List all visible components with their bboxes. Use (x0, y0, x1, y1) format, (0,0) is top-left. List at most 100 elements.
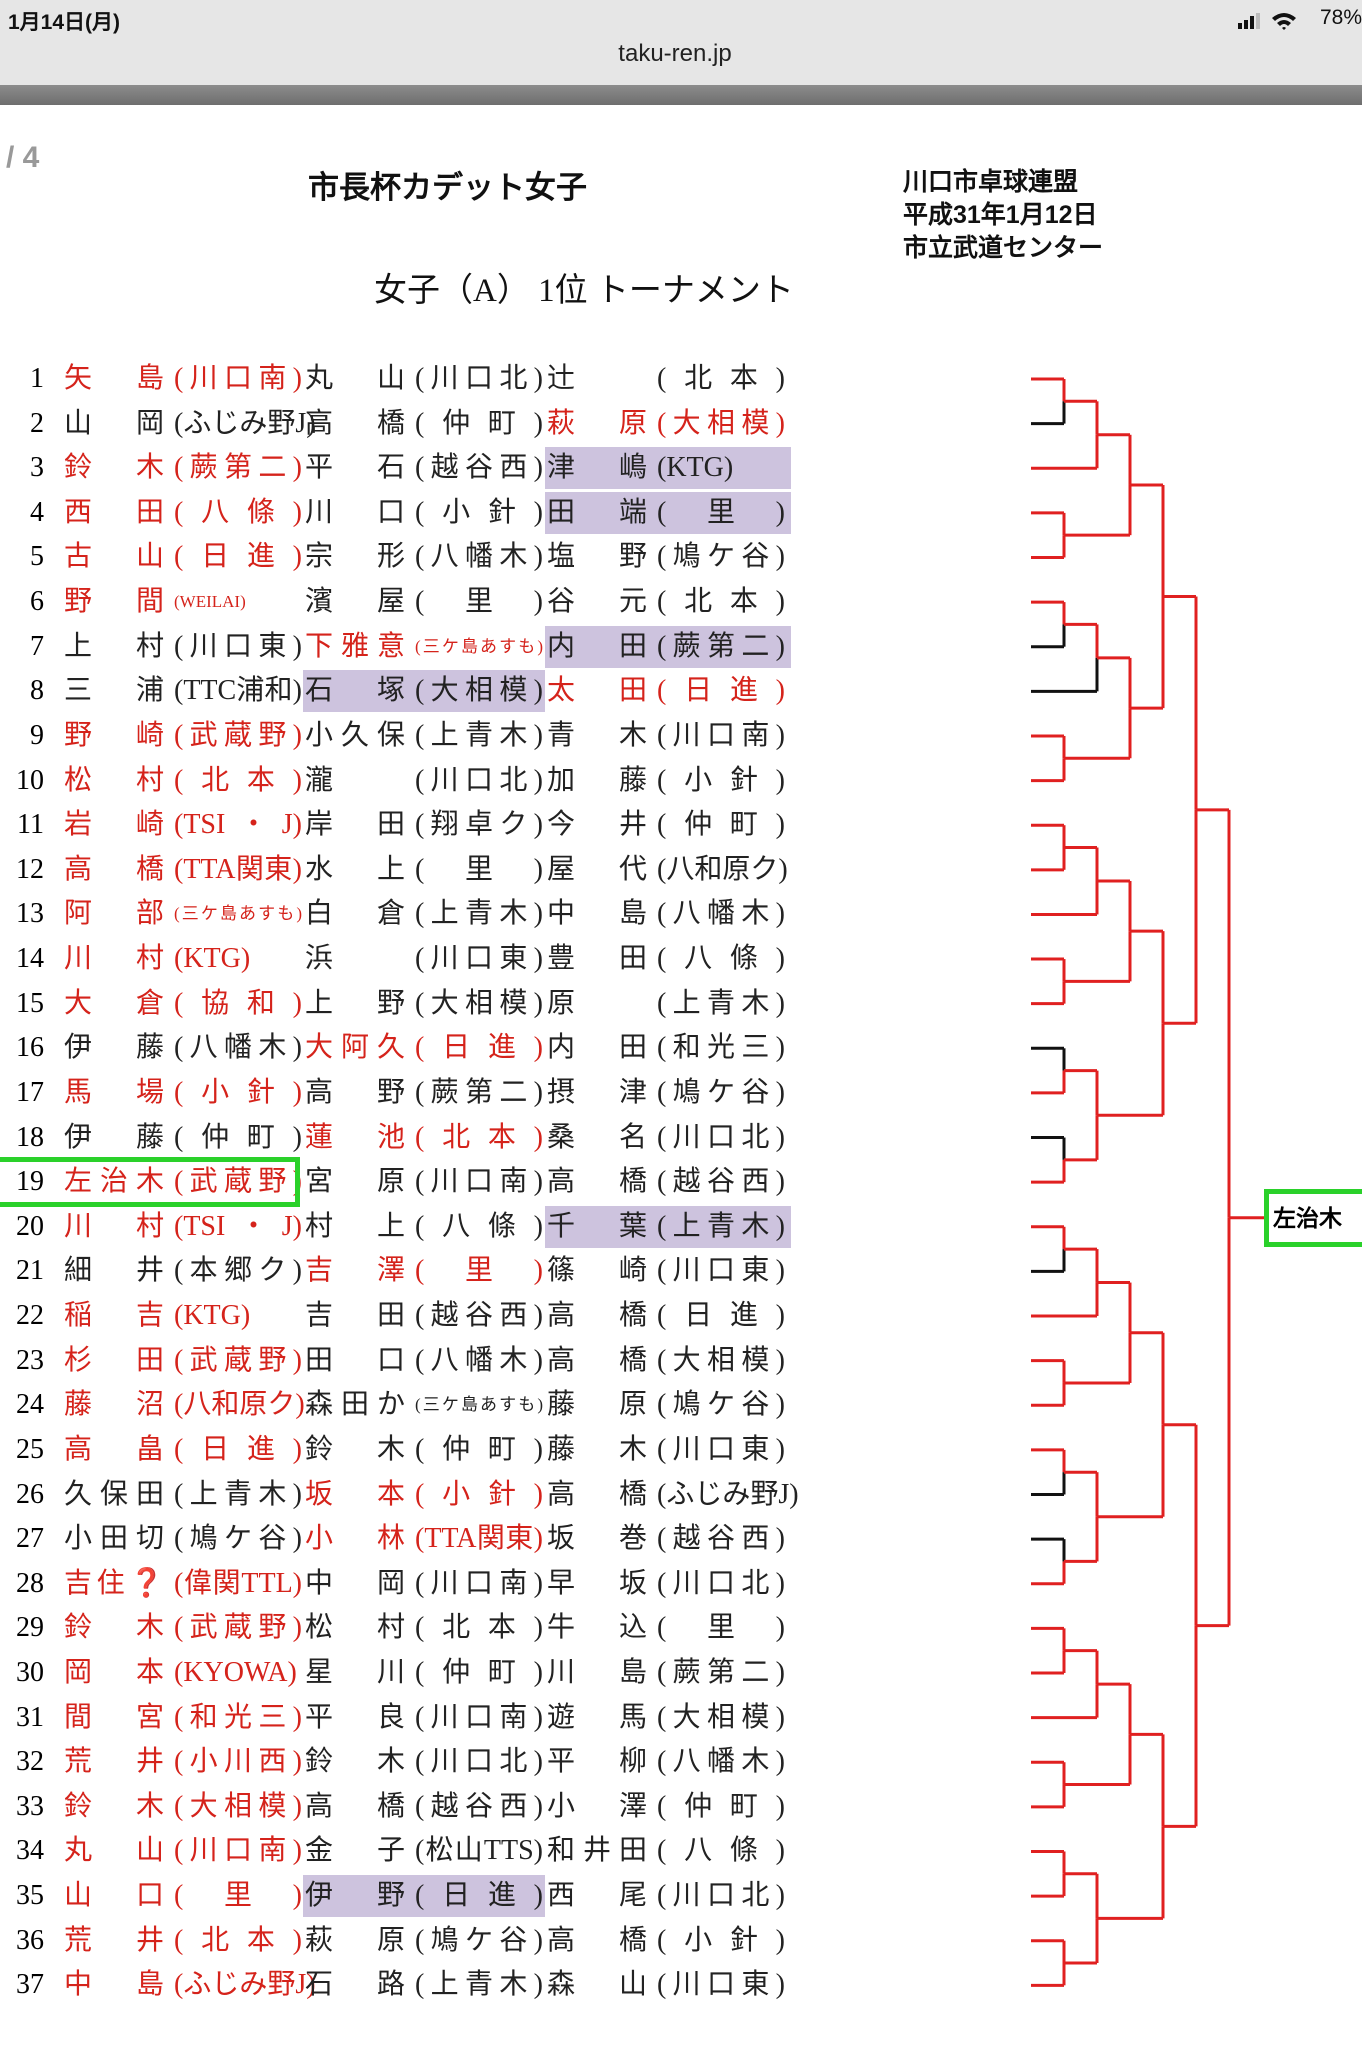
url[interactable]: taku-ren.jp (618, 40, 732, 67)
player-cell: 宗形 (八幡木) (303, 536, 545, 578)
player-club: (里) (415, 586, 543, 618)
player-club: (TTA関東) (174, 853, 302, 885)
player-name: 平良 (305, 1701, 405, 1733)
player-cell: 星川 (仲町) (303, 1652, 545, 1694)
player-cell: 蓮池 (北本) (303, 1117, 545, 1159)
player-name: 高橋 (547, 1924, 647, 1956)
player-name: 松村 (64, 764, 164, 796)
player-name: 大阿久 (305, 1032, 405, 1064)
table-row: 3 鈴木 (蕨第二) 平石 (越谷西) 津嶋 (KTG) (0, 446, 800, 490)
player-club: (小針) (657, 764, 785, 796)
player-name: 遊馬 (547, 1701, 647, 1733)
player-name: 荒井 (64, 1746, 164, 1778)
player-cell: 丸山 (川口南) (62, 1830, 304, 1872)
player-club: (仲町) (657, 809, 785, 841)
player-cell: 津嶋 (KTG) (545, 447, 791, 490)
table-row: 19 左治木 (武蔵野) 宮原 (川口南) 高橋 (越谷西) (0, 1160, 800, 1204)
player-club: (越谷西) (415, 1790, 543, 1822)
player-club: (八和原ク) (174, 1389, 305, 1421)
player-cell: 塩野 (鳩ケ谷) (545, 536, 791, 578)
player-club: (小針) (415, 496, 543, 528)
player-club: (翔卓ク) (415, 809, 543, 841)
player-club: (日進) (415, 1032, 543, 1064)
player-name: 原 (547, 987, 576, 1019)
table-row: 5 古山 (日進) 宗形 (八幡木) 塩野 (鳩ケ谷) (0, 535, 800, 579)
player-cell: 大阿久 (日進) (303, 1027, 545, 1069)
player-name: 高橋 (547, 1478, 647, 1510)
player-club: (日進) (174, 541, 302, 573)
player-club: (川口東) (657, 1255, 785, 1287)
player-club: (蕨第二) (174, 452, 302, 484)
player-cell: 伊藤 (八幡木) (62, 1027, 304, 1069)
player-cell: 鈴木 (武蔵野) (62, 1607, 304, 1649)
player-name: 高畠 (64, 1433, 164, 1465)
player-cell: 藤木 (川口東) (545, 1429, 791, 1471)
table-row: 7 上村 (川口東) 下雅意 (三ケ島あすも) 内田 (蕨第二) (0, 625, 800, 669)
player-name: 鈴木 (305, 1433, 405, 1465)
player-club: (川口北) (415, 1746, 543, 1778)
player-cell: 杉田 (武蔵野) (62, 1340, 304, 1382)
player-cell: 金子 (松山TTS) (303, 1830, 545, 1872)
player-club: (WEILAI) (174, 592, 246, 612)
player-name: 村上 (305, 1210, 405, 1242)
player-name: 矢島 (64, 363, 164, 394)
player-club: (越谷西) (657, 1523, 785, 1555)
player-club: (上青木) (415, 719, 543, 751)
player-name: 森山 (547, 1969, 647, 2001)
player-cell: 豊田 (八條) (545, 938, 791, 980)
player-name: 摂津 (547, 1076, 647, 1108)
player-cell: 高橋 (仲町) (303, 403, 545, 445)
player-cell: 丸山 (川口北) (303, 358, 545, 400)
row-number: 9 (30, 719, 44, 751)
battery-percent: 78% (1320, 6, 1362, 29)
player-name: 坂巻 (547, 1523, 647, 1555)
player-cell: 岡本 (KYOWA) (62, 1652, 304, 1694)
player-cell: 高橋 (小針) (545, 1920, 791, 1962)
row-number: 1 (30, 363, 44, 394)
player-name: 桑名 (547, 1121, 647, 1153)
player-name: 川村 (64, 1210, 164, 1242)
player-cell: 川村 (TSI・J) (62, 1206, 304, 1248)
player-cell: 松村 (北本) (303, 1607, 545, 1649)
player-cell: 鈴木 (大相模) (62, 1786, 304, 1828)
player-name: 西田 (64, 496, 164, 528)
player-cell: 鈴木 (蕨第二) (62, 447, 304, 489)
player-name: 伊藤 (64, 1121, 164, 1153)
player-name: 久保田 (64, 1478, 164, 1510)
player-club: (川口北) (657, 1880, 785, 1912)
player-cell: 上村 (川口東) (62, 626, 304, 668)
player-cell: 小田切 (鳩ケ谷) (62, 1518, 304, 1560)
player-club: (仲町) (415, 407, 543, 439)
table-row: 20 川村 (TSI・J) 村上 (八條) 千葉 (上青木) (0, 1205, 800, 1249)
player-name: 小田切 (64, 1523, 164, 1555)
player-name: 蓮池 (305, 1121, 405, 1153)
org-line: 川口市卓球連盟 (903, 168, 1079, 196)
player-club: (ふじみ野J) (174, 1969, 316, 2001)
toolbar-divider (0, 85, 1362, 105)
row-number: 15 (16, 987, 44, 1019)
player-name: 萩原 (305, 1924, 405, 1956)
player-club: (八條) (657, 1835, 785, 1867)
player-club: (川口北) (415, 764, 543, 796)
row-number: 18 (16, 1121, 44, 1153)
player-cell: 坂巻 (越谷西) (545, 1518, 791, 1560)
player-club: (川口南) (415, 1701, 543, 1733)
row-number: 10 (16, 764, 44, 796)
org-line: 市立武道センター (903, 234, 1104, 262)
player-name: 太田 (547, 675, 647, 707)
player-cell: 川口 (小針) (303, 492, 545, 534)
player-club: (八幡木) (415, 541, 543, 573)
player-cell: 太田 (日進) (545, 670, 791, 712)
player-name: 瀧 (305, 764, 334, 796)
player-cell: 馬場 (小針) (62, 1072, 304, 1114)
player-club: (TSI・J) (174, 809, 302, 841)
player-name: 浜 (305, 943, 334, 975)
player-cell: 平良 (川口南) (303, 1697, 545, 1739)
player-name: 伊藤 (64, 1032, 164, 1064)
player-club: (和光三) (657, 1032, 785, 1064)
player-cell: 小林 (TTA関東) (303, 1518, 545, 1560)
player-name: 石路 (305, 1969, 405, 2001)
player-cell: 伊藤 (仲町) (62, 1117, 304, 1159)
player-cell: 高橋 (TTA関東) (62, 849, 304, 891)
